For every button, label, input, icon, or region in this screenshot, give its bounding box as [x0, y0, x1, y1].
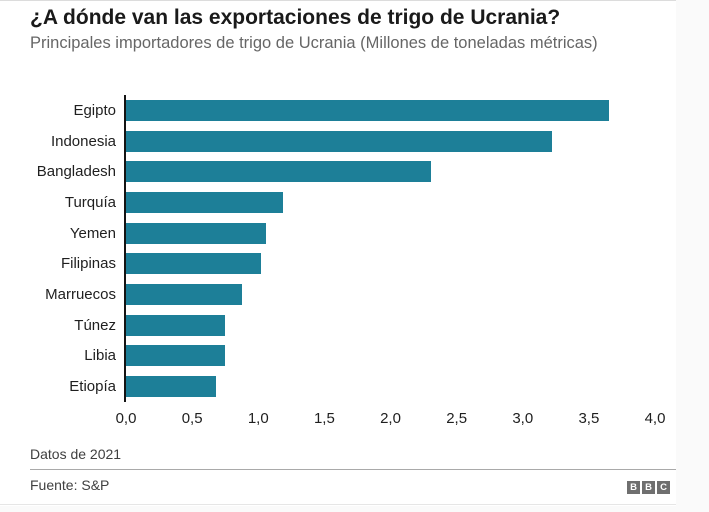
x-axis-ticks: 0,0 0,5 1,0 1,5 2,0 2,5 3,0 3,5 4,0	[0, 410, 676, 430]
bar-chart: Egipto Indonesia Bangladesh Turquía Yemen Fil…	[0, 95, 676, 427]
source-credit: Fuente: S&P	[30, 477, 110, 493]
category-label: Yemen	[69, 224, 116, 242]
category-label: Filipinas	[60, 255, 116, 273]
bbc-logo-block: B	[627, 481, 640, 494]
bar	[126, 222, 267, 244]
bar-row: Túnez	[0, 310, 676, 341]
bar	[126, 191, 284, 213]
bar-row: Etiopía	[0, 371, 676, 402]
category-label: Egipto	[73, 101, 116, 119]
bar-row: Indonesia	[0, 126, 676, 157]
category-label: Libia	[84, 347, 116, 365]
category-label: Indonesia	[50, 132, 116, 150]
y-axis-line	[124, 95, 126, 402]
bar	[126, 130, 552, 152]
x-tick-label: 1,5	[313, 410, 335, 427]
category-label: Túnez	[74, 316, 116, 334]
bar-row: Egipto	[0, 95, 676, 126]
chart-subtitle: Principales importadores de trigo de Ucr…	[30, 34, 598, 52]
x-tick-label: 0,5	[181, 410, 203, 427]
x-tick-label: 3,5	[578, 410, 600, 427]
bar-row: Yemen	[0, 218, 676, 249]
chart-title: ¿A dónde van las exportaciones de trigo …	[30, 6, 561, 29]
category-label: Etiopía	[69, 378, 116, 396]
category-label: Marruecos	[45, 285, 116, 303]
bar	[126, 283, 243, 305]
x-tick-label: 2,5	[446, 410, 468, 427]
x-tick-label: 3,0	[512, 410, 534, 427]
bar-row: Libia	[0, 341, 676, 372]
bar-row: Turquía	[0, 187, 676, 218]
category-label: Turquía	[64, 193, 116, 211]
bottom-border	[0, 504, 676, 505]
bar	[126, 376, 216, 398]
bar-row: Marruecos	[0, 279, 676, 310]
bar	[126, 161, 432, 183]
bar	[126, 345, 226, 367]
chart-image: ¿A dónde van las exportaciones de trigo …	[0, 0, 676, 506]
bar-row: Filipinas	[0, 248, 676, 279]
bar	[126, 314, 226, 336]
x-tick-label: 0,0	[115, 410, 137, 427]
bar	[126, 99, 609, 121]
x-tick-label: 4,0	[644, 410, 666, 427]
category-label: Bangladesh	[36, 163, 116, 181]
data-note: Datos de 2021	[30, 446, 122, 462]
x-tick-label: 2,0	[380, 410, 401, 427]
bbc-logo-block: B	[642, 481, 655, 494]
bar-rows: Egipto Indonesia Bangladesh Turquía Yemen Fil…	[0, 95, 676, 402]
footer-divider	[30, 469, 676, 470]
top-border	[0, 0, 676, 1]
bar-row: Bangladesh	[0, 156, 676, 187]
bbc-logo-block: C	[657, 481, 670, 494]
x-tick-label: 1,0	[247, 410, 269, 427]
bar	[126, 253, 261, 275]
